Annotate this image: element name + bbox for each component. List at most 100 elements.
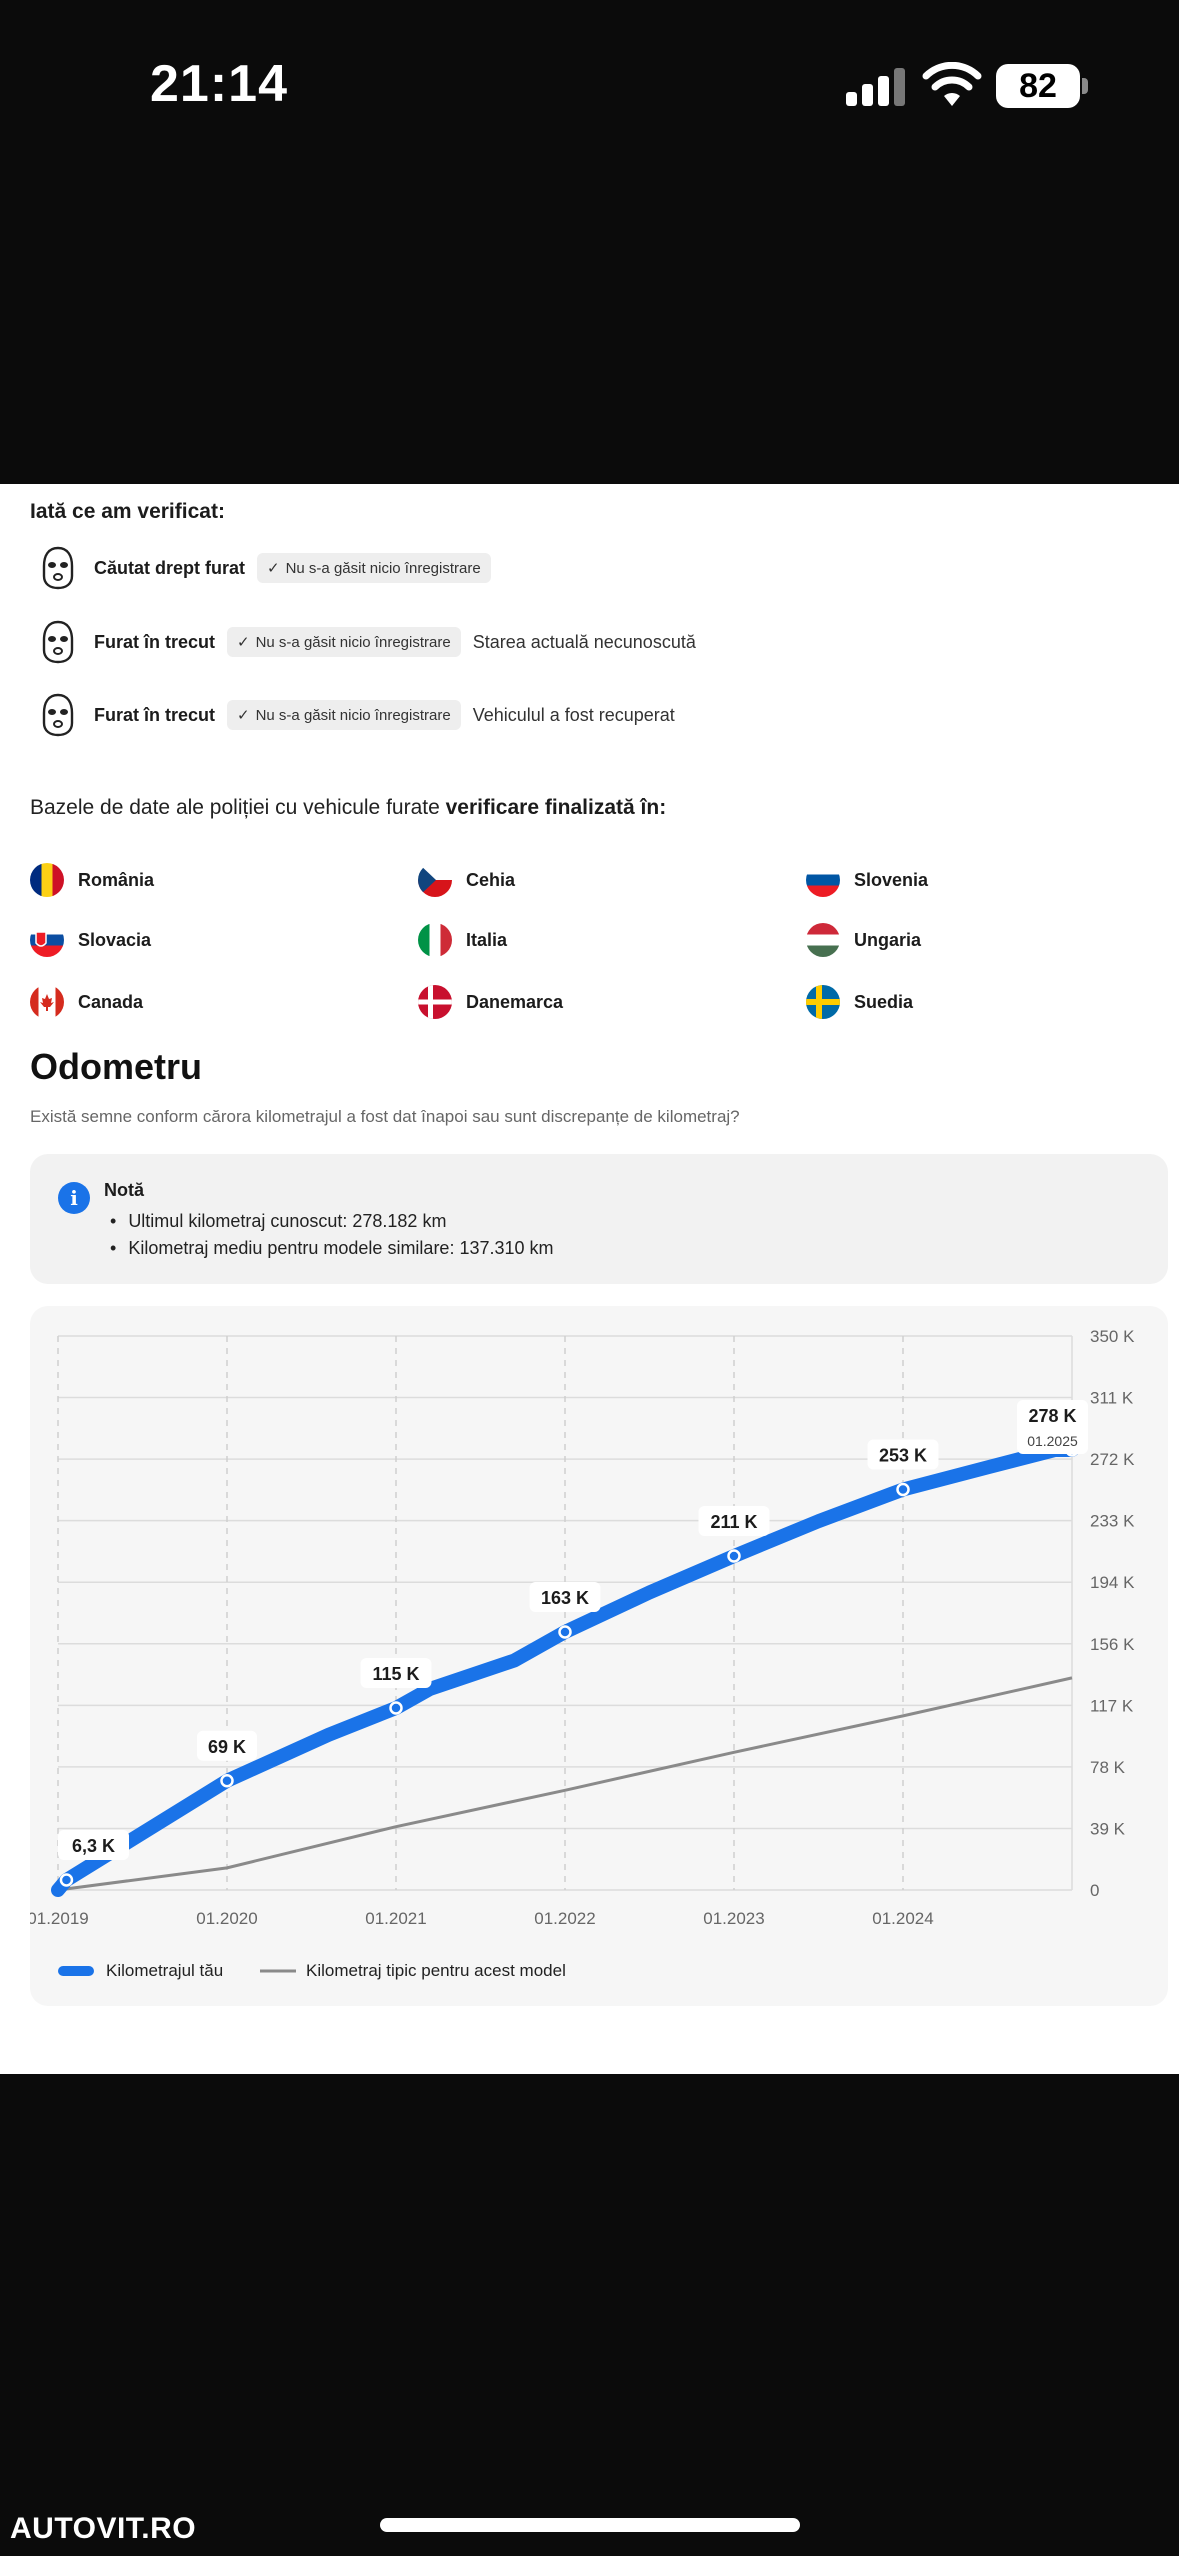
country-name: Cehia (466, 869, 516, 890)
country-slovakia: Slovacia (30, 922, 151, 958)
italy-flag-icon (418, 923, 452, 957)
slovenia-flag-icon (806, 863, 840, 897)
check-icon: ✓ (237, 707, 250, 724)
check-extra-status: Starea actuală necunoscută (472, 631, 696, 652)
sweden-flag-icon (806, 985, 840, 1019)
x-tick-label: 01.2022 (534, 1909, 595, 1928)
balaclava-icon (42, 620, 74, 664)
result-chip: ✓ Nu s-a găsit nicio înregistrare (227, 627, 461, 657)
check-row-stolen-search: Căutat drept furat ✓ Nu s-a găsit nicio î… (40, 546, 491, 590)
data-label: 253 K (879, 1446, 927, 1466)
chip-text: Nu s-a găsit nicio înregistrare (285, 559, 481, 577)
data-label: 6,3 K (72, 1836, 115, 1856)
clock: 21:14 (150, 55, 288, 113)
x-tick-label: 01.2023 (703, 1909, 764, 1928)
odometer-chart: 0 39 K 78 K 117 K 156 K 194 K 233 K 272 K 311 K 3… (30, 1327, 1135, 1980)
y-tick-label: 117 K (1090, 1696, 1134, 1715)
data-point (59, 1873, 74, 1887)
y-tick-label: 233 K (1090, 1512, 1135, 1531)
data-label: 163 K (541, 1588, 589, 1608)
status-bar: 21:14 82 (0, 0, 1179, 484)
data-label-background (58, 1830, 129, 1861)
checks-title: Iată ce am verificat: (30, 500, 225, 523)
result-chip: ✓ Nu s-a găsit nicio înregistrare (257, 553, 491, 583)
check-icon: ✓ (237, 634, 250, 651)
series-line-your-mileage (51, 1442, 1079, 1897)
data-label-background (529, 1581, 601, 1612)
check-row-stolen-past-2: Furat în trecut ✓ Nu s-a găsit nicio înre… (40, 693, 675, 737)
y-tick-label: 39 K (1090, 1819, 1126, 1838)
note-list: Ultimul kilometraj cunoscut: 278.182 km … (104, 1208, 554, 1262)
country-canada: Canada (30, 984, 143, 1020)
y-tick-label: 311 K (1090, 1389, 1134, 1408)
data-point (896, 1482, 910, 1497)
note-item-last-mileage: Ultimul kilometraj cunoscut: 278.182 km (104, 1208, 554, 1235)
data-point (727, 1549, 741, 1563)
check-label: Furat în trecut (94, 704, 216, 725)
battery-cap (1082, 78, 1088, 94)
country-name: Ungaria (854, 929, 922, 950)
report-content: Iată ce am verificat: Căutat drept furat… (0, 484, 1179, 2074)
slovakia-flag-icon (30, 923, 64, 957)
balaclava-icon (42, 546, 74, 590)
y-tick-label: 78 K (1090, 1758, 1126, 1777)
check-label: Căutat drept furat (94, 557, 246, 578)
data-label: 115 K (372, 1664, 419, 1684)
data-point (220, 1774, 234, 1788)
home-indicator[interactable] (380, 2518, 800, 2532)
country-sweden: Suedia (806, 984, 913, 1020)
hungary-flag-icon (806, 923, 840, 957)
country-name: România (78, 869, 155, 890)
series-line-typical (57, 1676, 1073, 1892)
check-label: Furat în trecut (94, 631, 216, 652)
data-label-background (867, 1439, 939, 1470)
data-label-background (197, 1730, 257, 1761)
y-tick-label: 156 K (1090, 1635, 1135, 1654)
canada-flag-icon (30, 985, 64, 1019)
data-sublabel: 01.2025 (1027, 1433, 1078, 1449)
czechia-flag-icon (418, 863, 452, 897)
data-label-background (1017, 1399, 1088, 1454)
db-title-plain: Bazele de date ale poliției cu vehicule … (30, 796, 446, 819)
x-tick-label: 01.2020 (196, 1909, 257, 1928)
cellular-signal-icon (846, 66, 908, 106)
info-icon: i (58, 1182, 90, 1214)
y-tick-label: 272 K (1090, 1450, 1135, 1469)
odometer-chart-card: 0 39 K 78 K 117 K 156 K 194 K 233 K 272 K 311 K 3… (30, 1306, 1168, 2006)
wifi-icon (922, 62, 982, 106)
check-icon: ✓ (267, 560, 280, 577)
note-box: i Notă Ultimul kilometraj cunoscut: 278.… (30, 1154, 1168, 1284)
country-romania: România (30, 862, 154, 898)
y-tick-label: 194 K (1090, 1573, 1135, 1592)
note-title: Notă (104, 1180, 144, 1200)
x-tick-label: 01.2019 (30, 1909, 89, 1928)
x-tick-label: 01.2021 (365, 1909, 426, 1928)
country-hungary: Ungaria (806, 922, 921, 958)
note-item-average-mileage: Kilometraj mediu pentru modele similare:… (104, 1235, 553, 1262)
police-databases-title: Bazele de date ale poliției cu vehicule … (30, 796, 666, 820)
chip-text: Nu s-a găsit nicio înregistrare (255, 706, 451, 724)
legend-swatch-your-mileage (58, 1966, 94, 1976)
country-name: Danemarca (466, 991, 564, 1012)
x-tick-label: 01.2024 (872, 1909, 933, 1928)
country-name: Canada (78, 991, 144, 1012)
bottom-bar (0, 2074, 1179, 2556)
romania-flag-icon (30, 863, 64, 897)
country-italy: Italia (418, 922, 507, 958)
data-point (389, 1701, 403, 1715)
battery-icon: 82 (996, 64, 1080, 108)
data-label-background (698, 1506, 770, 1537)
odometer-title: Odometru (30, 1046, 203, 1087)
check-extra-status: Vehiculul a fost recuperat (472, 704, 675, 725)
denmark-flag-icon (418, 985, 452, 1019)
data-label: 278 K (1028, 1406, 1076, 1426)
db-title-bold: verificare finalizată în: (445, 796, 667, 819)
balaclava-icon (42, 693, 74, 737)
country-name: Italia (466, 929, 508, 950)
result-chip: ✓ Nu s-a găsit nicio înregistrare (227, 700, 461, 730)
country-czechia: Cehia (418, 862, 515, 898)
data-label: 211 K (710, 1512, 757, 1532)
country-name: Suedia (854, 991, 914, 1012)
data-label-background (360, 1657, 432, 1688)
country-name: Slovenia (854, 869, 929, 890)
